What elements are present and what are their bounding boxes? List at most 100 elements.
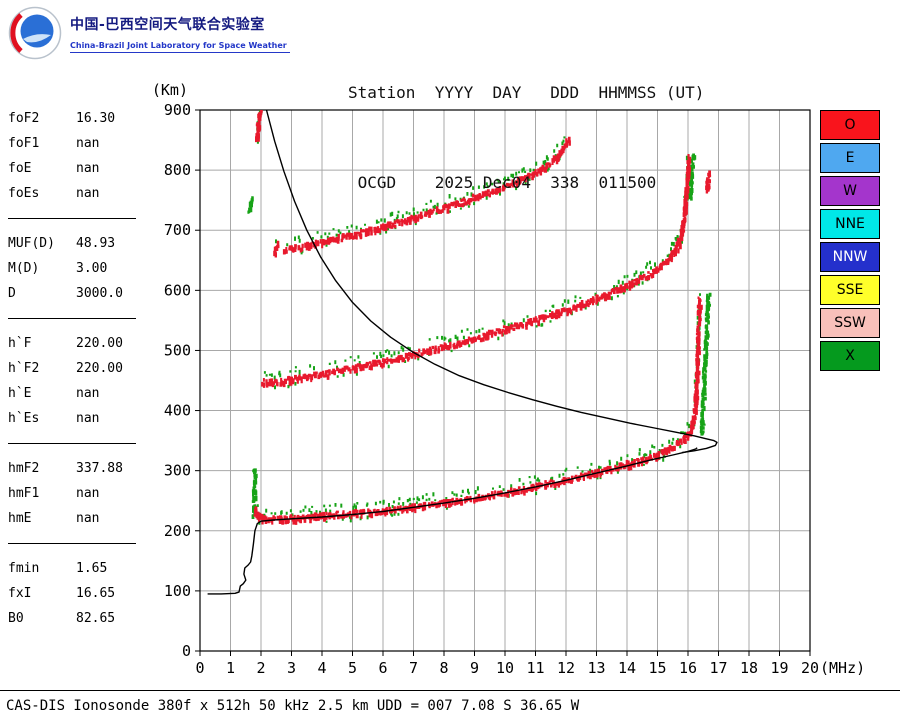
- parameter-label: h`F2: [8, 361, 40, 376]
- x-tick-label: 17: [709, 659, 727, 677]
- parameter-group-divider: [8, 443, 136, 444]
- parameter-row: MUF(D) 48.93: [8, 231, 158, 256]
- axis-labels: 0 1 2 3 4 5 6 7 8 9 10 11 12 13 14 15 16 17 18 19 20 (MHz)010…: [152, 81, 865, 677]
- parameter-value: 337.88: [76, 461, 123, 476]
- parameter-label: hmF2: [8, 461, 40, 476]
- parameter-label: h`F: [8, 336, 32, 351]
- x-tick-label: 2: [256, 659, 265, 677]
- parameter-value: nan: [76, 411, 100, 426]
- parameter-value: 1.65: [76, 561, 108, 576]
- parameter-row: foF1 nan: [8, 131, 158, 156]
- parameter-label: fxI: [8, 586, 32, 601]
- parameter-value: 48.93: [76, 236, 116, 251]
- x-tick-label: 10: [496, 659, 514, 677]
- legend-item-ssw: SSW: [820, 308, 880, 338]
- parameter-value: nan: [76, 511, 100, 526]
- x-tick-label: 12: [557, 659, 575, 677]
- x-tick-label: 20: [801, 659, 819, 677]
- x-tick-label: 0: [195, 659, 204, 677]
- station-header: Station YYYY DAY DDD HHMMSS (UT) OCGD 20…: [348, 18, 704, 258]
- parameter-group-divider: [8, 318, 136, 319]
- legend-item-w: W: [820, 176, 880, 206]
- x-tick-label: 6: [378, 659, 387, 677]
- x-tick-label: 11: [526, 659, 544, 677]
- legend-item-nnw: NNW: [820, 242, 880, 272]
- y-tick-label: 200: [164, 522, 191, 540]
- x-tick-label: 16: [679, 659, 697, 677]
- parameter-panel: foF2 16.30 foF1 nan foE nan foEs nan MUF(D) 48.93…: [8, 106, 158, 631]
- parameter-row: h`Es nan: [8, 406, 158, 431]
- parameter-label: M(D): [8, 261, 40, 276]
- parameter-label: foE: [8, 161, 32, 176]
- station-labels-line: Station YYYY DAY DDD HHMMSS (UT): [348, 83, 705, 102]
- parameter-row: foE nan: [8, 156, 158, 181]
- x-axis-unit: (MHz): [820, 659, 865, 677]
- parameter-value: nan: [76, 486, 100, 501]
- y-tick-label: 700: [164, 221, 191, 239]
- y-tick-label: 800: [164, 161, 191, 179]
- parameter-row: foF2 16.30: [8, 106, 158, 131]
- parameter-label: foF1: [8, 136, 40, 151]
- parameter-label: hmE: [8, 511, 32, 526]
- parameter-value: 220.00: [76, 336, 123, 351]
- parameter-label: fmin: [8, 561, 40, 576]
- parameter-group-divider: [8, 543, 136, 544]
- parameter-row: hmF1 nan: [8, 481, 158, 506]
- x-tick-label: 18: [740, 659, 758, 677]
- parameter-row: hmF2 337.88: [8, 456, 158, 481]
- y-tick-label: 600: [164, 281, 191, 299]
- x-tick-label: 1: [226, 659, 235, 677]
- x-tick-label: 5: [348, 659, 357, 677]
- parameter-row: h`E nan: [8, 381, 158, 406]
- y-tick-label: 400: [164, 402, 191, 420]
- x-tick-label: 9: [470, 659, 479, 677]
- parameter-label: hmF1: [8, 486, 40, 501]
- lab-title-cn: 中国-巴西空间天气联合实验室: [70, 17, 265, 33]
- grid-lines: [200, 110, 811, 651]
- parameter-label: h`Es: [8, 411, 40, 426]
- legend-item-o: O: [820, 110, 880, 140]
- parameter-label: D: [8, 286, 16, 301]
- lab-subtitle-en: China-Brazil Joint Laboratory for Space …: [70, 41, 290, 53]
- parameter-value: 16.65: [76, 586, 116, 601]
- parameter-value: 3.00: [76, 261, 108, 276]
- parameter-label: foEs: [8, 186, 40, 201]
- parameter-row: foEs nan: [8, 181, 158, 206]
- logo: [8, 6, 62, 60]
- parameter-row: D 3000.0: [8, 281, 158, 306]
- profile-line: [207, 447, 698, 595]
- parameter-value: 16.30: [76, 111, 116, 126]
- parameter-row: B0 82.65: [8, 606, 158, 631]
- x-tick-label: 8: [439, 659, 448, 677]
- footer-text: CAS-DIS Ionosonde 380f x 512h 50 kHz 2.5…: [6, 698, 580, 714]
- y-tick-label: 100: [164, 582, 191, 600]
- x-tick-label: 19: [770, 659, 788, 677]
- legend: O E W NNE NNW SSE SSW X: [820, 110, 880, 374]
- legend-item-x: X: [820, 341, 880, 371]
- lab-logo-icon: [8, 6, 62, 60]
- legend-item-e: E: [820, 143, 880, 173]
- parameter-row: h`F 220.00: [8, 331, 158, 356]
- legend-item-sse: SSE: [820, 275, 880, 305]
- parameter-label: foF2: [8, 111, 40, 126]
- y-axis-unit: (Km): [152, 81, 188, 99]
- parameter-value: nan: [76, 186, 100, 201]
- parameter-row: h`F2 220.00: [8, 356, 158, 381]
- parameter-row: fxI 16.65: [8, 581, 158, 606]
- station-values-line: OCGD 2025 Dec04 338 011500: [348, 173, 657, 192]
- x-tick-label: 14: [618, 659, 636, 677]
- x-tick-label: 3: [287, 659, 296, 677]
- parameter-label: MUF(D): [8, 236, 55, 251]
- y-tick-label: 500: [164, 341, 191, 359]
- y-tick-label: 300: [164, 462, 191, 480]
- y-tick-label: 0: [182, 642, 191, 660]
- transmission-curve: [265, 109, 718, 454]
- parameter-label: h`E: [8, 386, 32, 401]
- x-tick-label: 7: [409, 659, 418, 677]
- x-tick-label: 13: [587, 659, 605, 677]
- parameter-row: hmE nan: [8, 506, 158, 531]
- y-tick-label: 900: [164, 101, 191, 119]
- parameter-value: nan: [76, 161, 100, 176]
